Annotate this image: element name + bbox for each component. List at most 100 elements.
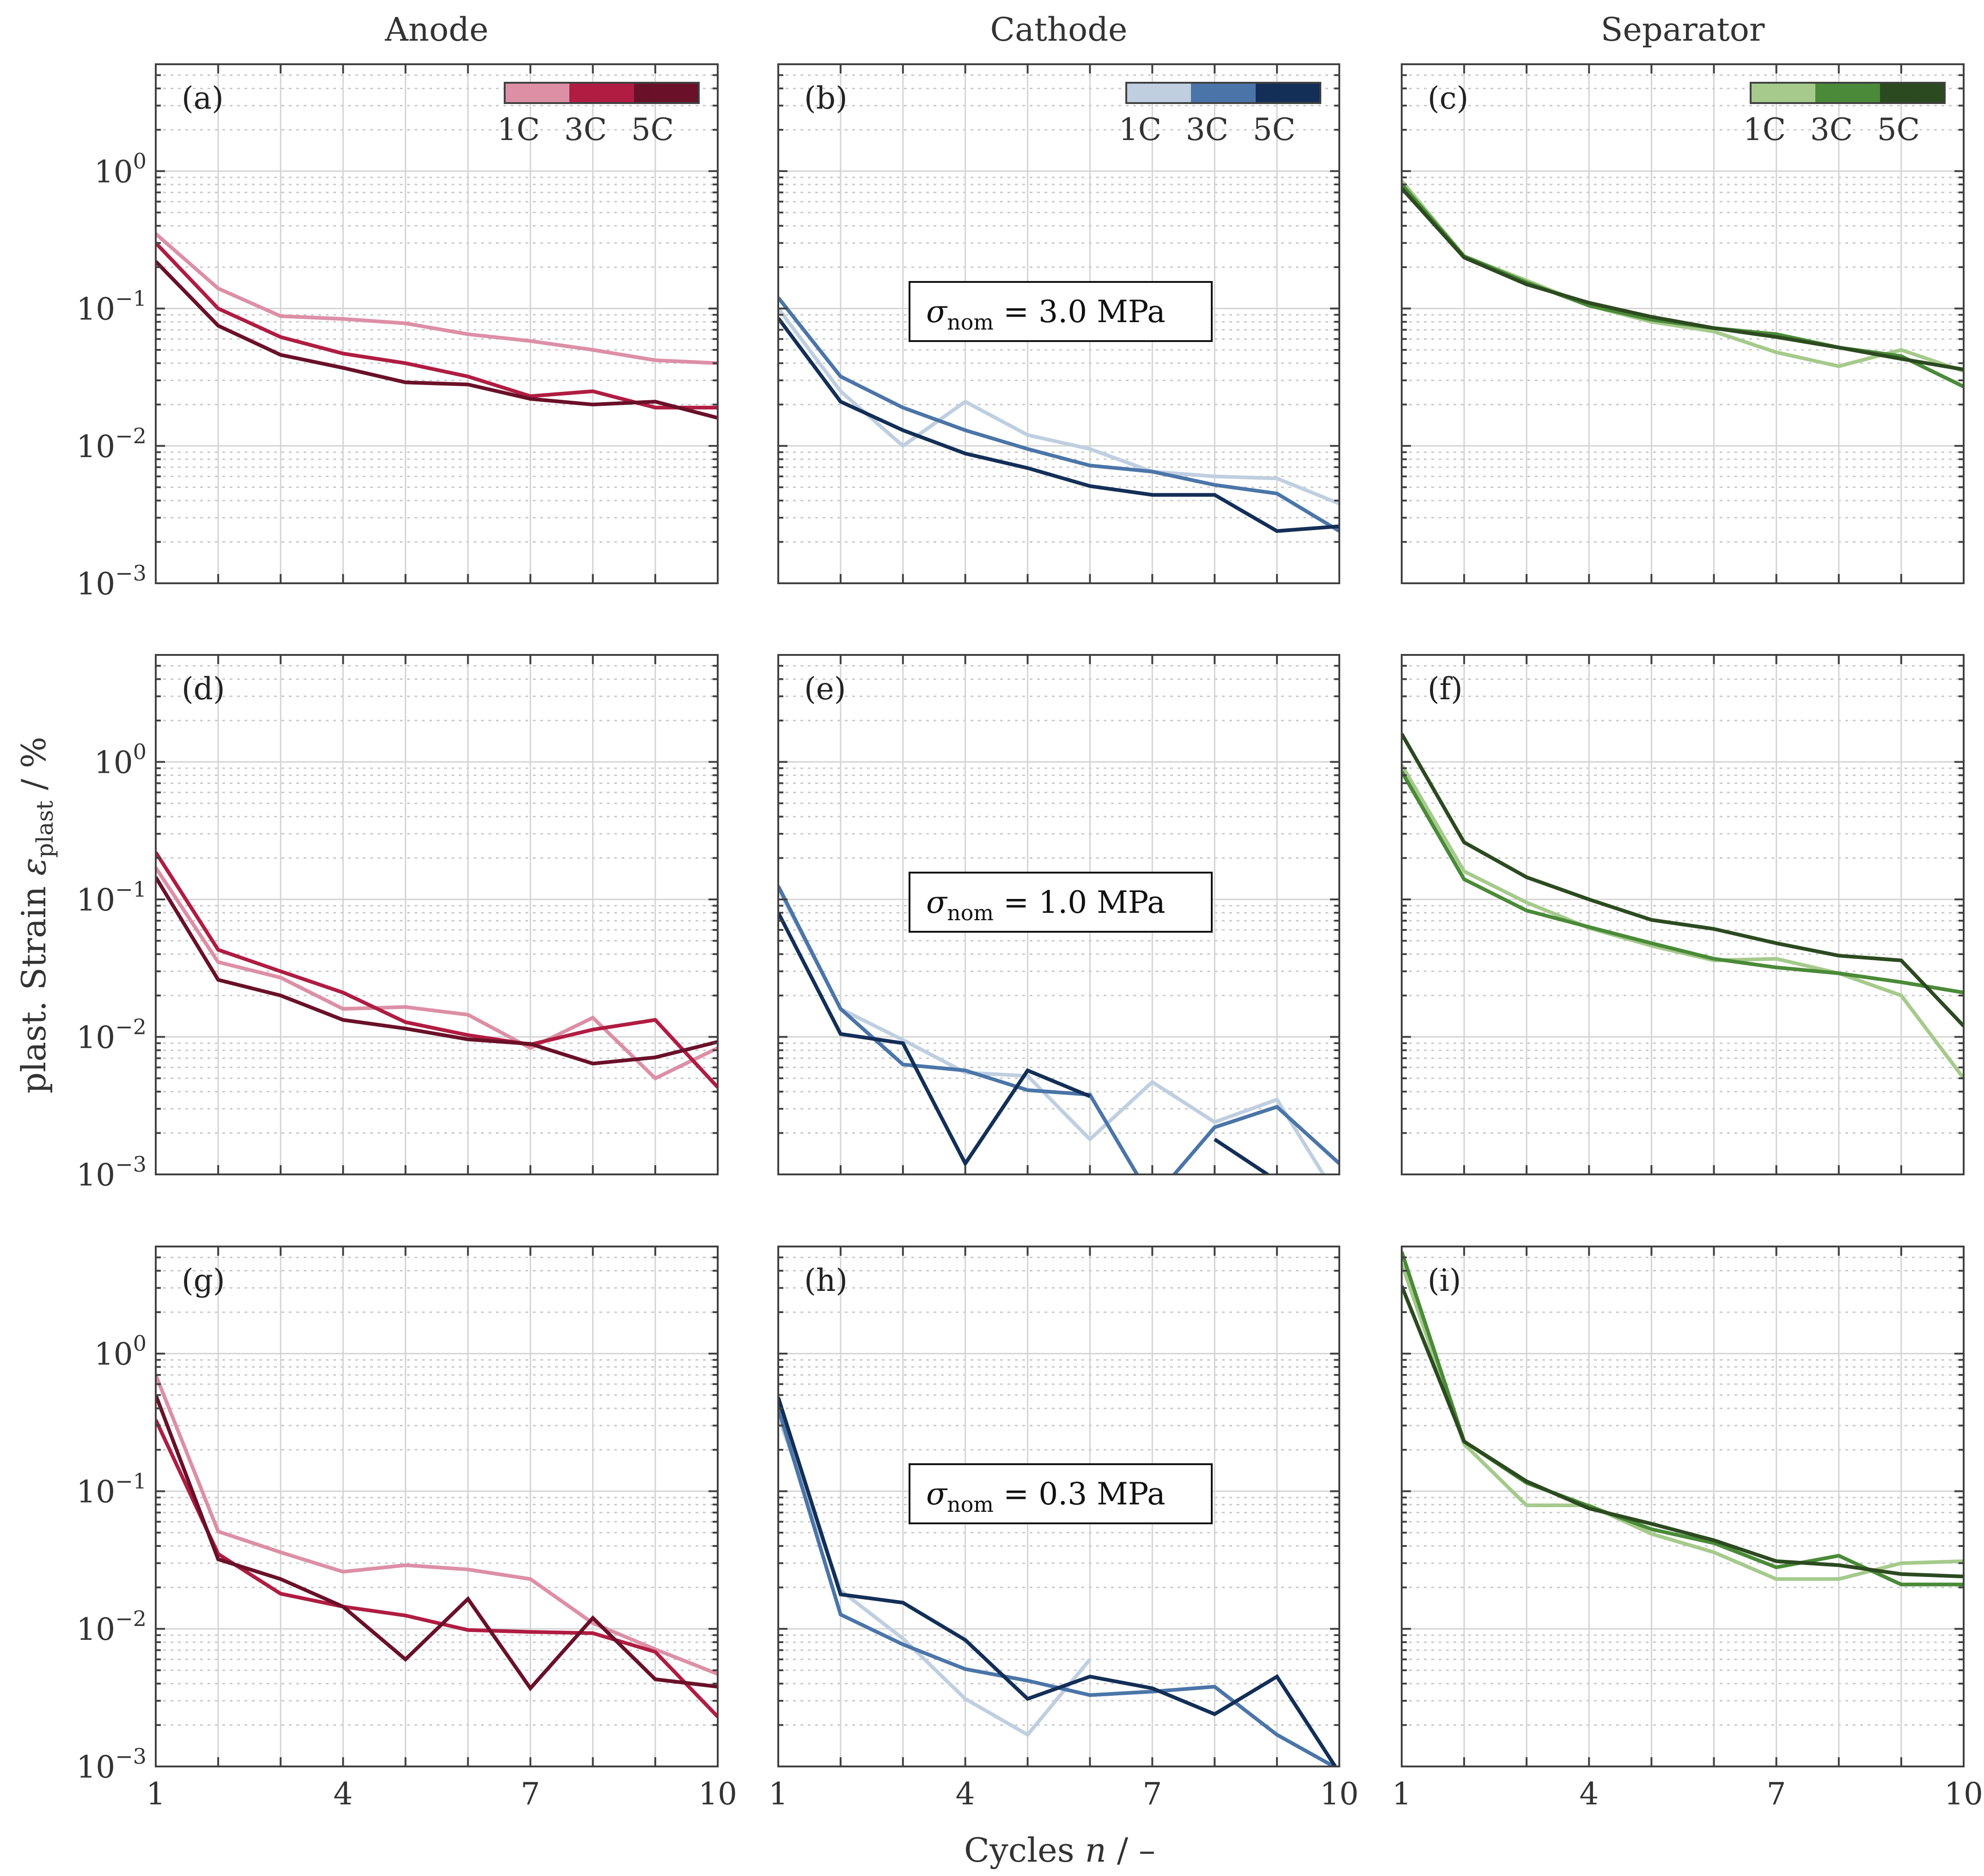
- x-tick-label: 10: [1944, 1776, 1983, 1812]
- text-span: = 3.0 MPa: [994, 294, 1166, 330]
- subplot-f: (f): [1401, 654, 1965, 1175]
- panel-label: (h): [804, 1263, 848, 1298]
- series-line-5c: [1402, 1285, 1964, 1578]
- panel-label: (c): [1428, 80, 1468, 116]
- series-line-3c: [778, 885, 1339, 1174]
- series-line-3c: [156, 241, 718, 409]
- series-group: [778, 885, 1339, 1174]
- stress-box: [909, 281, 1213, 342]
- colorbar-label-1c: 1C: [1119, 112, 1162, 147]
- stress-box: [909, 872, 1213, 933]
- x-tick-label: 4: [956, 1776, 975, 1812]
- text-span: nom: [947, 900, 994, 925]
- column-title-anode: Anode: [385, 11, 488, 49]
- series-group: [1402, 1251, 1964, 1587]
- text-span: 10: [76, 1749, 115, 1785]
- text-span: 10: [76, 292, 115, 327]
- x-tick-label: 1: [146, 1776, 165, 1812]
- stress-box: [909, 1463, 1213, 1524]
- panel-label: (e): [804, 671, 846, 707]
- text-span: / %: [14, 737, 53, 801]
- subplot-e: (e) σnom = 1.0 MPa: [777, 654, 1340, 1175]
- x-tick-label: 4: [333, 1776, 353, 1812]
- panel-label: (g): [182, 1263, 225, 1298]
- series-line-3c: [778, 296, 1339, 533]
- colorbar-segment: [505, 83, 569, 103]
- panel-label: (i): [1428, 1263, 1461, 1298]
- colorbar-frame: [1125, 82, 1321, 104]
- text-span: σ: [926, 1476, 948, 1512]
- series-line-3c: [156, 1419, 718, 1718]
- text-span: −1: [115, 877, 147, 902]
- axes-frame: [1401, 1246, 1965, 1767]
- panel-label: (a): [182, 80, 224, 116]
- text-span: 10: [76, 1157, 115, 1193]
- text-span: 10: [76, 429, 115, 464]
- text-span: −3: [115, 561, 147, 586]
- y-tick-label: 10−2: [76, 1606, 147, 1647]
- panel-label: (f): [1428, 671, 1463, 707]
- y-tick-label: 10−3: [76, 1744, 147, 1785]
- x-tick-label: 1: [769, 1776, 788, 1812]
- text-span: 10: [76, 882, 115, 918]
- series-line-1c: [778, 887, 1326, 1174]
- text-span: 0: [133, 739, 147, 764]
- x-tick-label: 4: [1579, 1776, 1599, 1812]
- series-line-5c: [778, 1397, 1337, 1766]
- colorbar-label-3c: 3C: [564, 112, 607, 147]
- colorbar-label-3c: 3C: [1186, 112, 1229, 147]
- text-span: 10: [76, 566, 115, 602]
- text-span: plast. Strain: [14, 876, 53, 1094]
- y-tick-label: 100: [94, 148, 147, 189]
- series-line-5c: [778, 317, 1339, 533]
- text-span: 10: [94, 745, 133, 781]
- text-span: −3: [115, 1152, 147, 1177]
- series-group: [156, 1374, 718, 1718]
- series-line-3c: [1402, 770, 1964, 995]
- subplot-c: (c) 1C 3C 5C: [1401, 63, 1965, 584]
- text-span: nom: [947, 1492, 994, 1517]
- y-tick-label: 100: [94, 1331, 147, 1372]
- colorbar-segment: [1751, 83, 1815, 103]
- x-tick-label: 7: [1142, 1776, 1162, 1812]
- subplot-b: (b) 1C 3C 5C σnom = 3.0 MPa: [777, 63, 1340, 584]
- text-span: nom: [947, 310, 994, 335]
- text-span: n: [1085, 1831, 1106, 1870]
- colorbar-label-5c: 5C: [1253, 112, 1296, 147]
- series-line-3c: [156, 851, 718, 1089]
- x-tick-label: 7: [1767, 1776, 1786, 1812]
- series-line-5c: [156, 260, 718, 420]
- colorbar-label-5c: 5C: [1877, 112, 1920, 147]
- y-tick-label: 10−2: [76, 423, 147, 464]
- series-line-3c: [778, 1408, 1338, 1766]
- series-group: [778, 1397, 1338, 1766]
- colorbar-segment: [569, 83, 634, 103]
- text-span: plast: [31, 801, 58, 858]
- text-span: 0: [133, 148, 147, 173]
- text-span: σ: [926, 885, 948, 920]
- series-line-1c: [156, 867, 718, 1081]
- text-span: 10: [76, 1612, 115, 1647]
- y-tick-label: 10−3: [76, 561, 147, 602]
- series-line-5c: [1402, 187, 1964, 372]
- colorbar-segment: [1815, 83, 1880, 103]
- series-line-1c: [1402, 764, 1964, 1080]
- panel-label: (b): [804, 80, 848, 116]
- series-line-1c: [156, 232, 718, 365]
- x-tick-label: 1: [1392, 1776, 1411, 1812]
- colorbar-segment: [1191, 83, 1256, 103]
- series-line-5c: [156, 876, 718, 1066]
- colorbar-segment: [1126, 83, 1191, 103]
- series-line-3c: [1402, 1251, 1964, 1587]
- series-line-1c: [1402, 179, 1964, 373]
- x-axis-label: Cycles n / –: [964, 1831, 1155, 1870]
- y-tick-label: 10−1: [76, 286, 147, 327]
- axes-frame: [155, 654, 719, 1175]
- column-title-separator: Separator: [1601, 11, 1765, 49]
- series-line-1c: [156, 1374, 718, 1676]
- colorbar-label-1c: 1C: [497, 112, 540, 147]
- axes-frame: [777, 63, 1340, 584]
